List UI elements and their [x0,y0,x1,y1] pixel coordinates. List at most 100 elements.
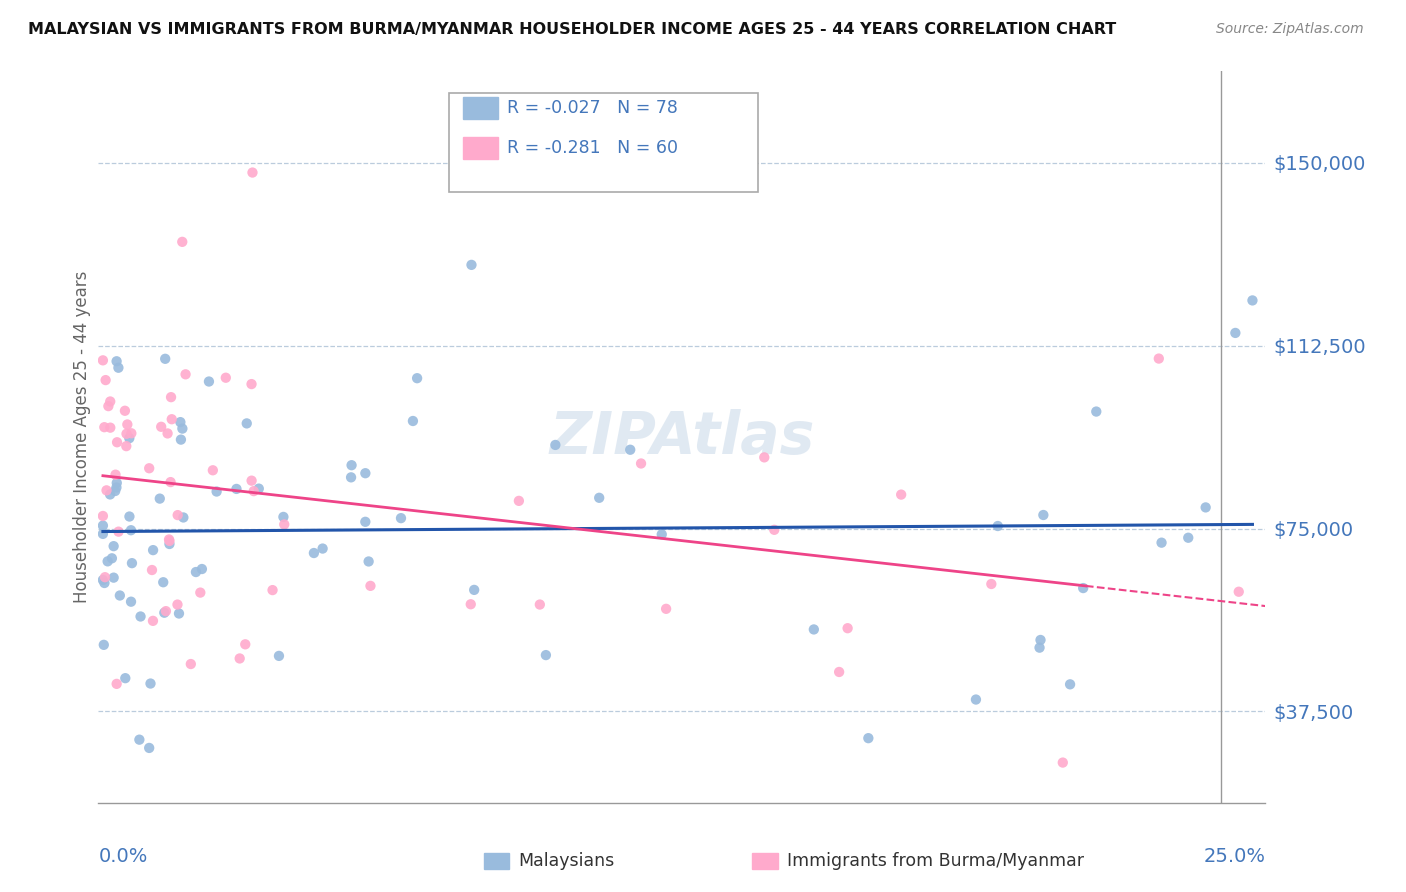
Point [120,523,142,537]
Point [359,579,381,593]
Text: 0.0%: 0.0% [98,847,148,866]
Point [93,576,115,591]
Point [105,354,128,368]
Point [108,589,131,603]
Point [180,657,202,671]
Point [91,518,114,533]
Point [890,487,912,501]
Point [115,439,138,453]
Point [93,420,115,434]
Point [191,562,214,576]
Point [97,399,120,413]
Text: Malaysians: Malaysians [519,852,614,870]
Point [267,648,290,663]
Point [157,533,180,547]
Point [98,394,121,409]
Point [150,419,173,434]
Point [803,623,825,637]
Point [170,433,193,447]
Point [1028,640,1050,655]
Point [153,351,176,366]
Point [242,484,264,499]
Point [103,571,125,585]
Point [354,467,377,481]
Point [1225,326,1247,340]
Point [837,621,859,635]
Text: 25.0%: 25.0% [1204,847,1265,866]
Point [160,390,183,404]
Bar [752,853,778,869]
Point [138,740,160,755]
Point [1071,581,1094,595]
Point [1241,293,1264,308]
Point [142,543,165,558]
Point [98,487,121,501]
Point [215,370,238,384]
Point [159,533,181,548]
Point [141,563,163,577]
Point [763,523,786,537]
Point [120,426,142,441]
Point [205,484,228,499]
Point [980,577,1002,591]
Point [118,509,141,524]
Point [139,676,162,690]
Bar [463,97,498,119]
Point [120,595,142,609]
Point [534,648,557,662]
Point [233,637,256,651]
Point [240,377,263,392]
Point [128,732,150,747]
Point [104,483,127,498]
Point [357,554,380,568]
Point [114,404,136,418]
Point [1085,404,1108,418]
Point [169,415,191,429]
Point [987,519,1010,533]
Text: R = -0.281   N = 60: R = -0.281 N = 60 [508,139,678,157]
Y-axis label: Householder Income Ages 25 - 44 years: Householder Income Ages 25 - 44 years [73,271,91,603]
Point [94,373,117,387]
FancyBboxPatch shape [449,94,758,192]
Point [340,470,363,484]
Point [105,435,128,450]
Text: R = -0.027   N = 78: R = -0.027 N = 78 [508,99,678,117]
Point [235,417,257,431]
Point [105,677,128,691]
Point [201,463,224,477]
Point [965,692,987,706]
Point [1052,756,1074,770]
Point [1227,584,1250,599]
Point [619,442,641,457]
Point [630,457,652,471]
Point [160,412,183,426]
Point [198,375,221,389]
Point [588,491,610,505]
Point [91,573,114,587]
Point [93,638,115,652]
Point [159,475,181,489]
Point [167,607,190,621]
Point [828,665,851,679]
Point [406,371,429,385]
Bar [484,853,509,869]
Point [273,510,295,524]
Point [858,731,880,746]
Point [184,565,207,579]
Point [242,165,264,179]
Point [129,609,152,624]
Point [655,602,678,616]
Point [1059,677,1081,691]
Point [460,258,482,272]
Point [94,570,117,584]
Text: Source: ZipAtlas.com: Source: ZipAtlas.com [1216,22,1364,37]
Point [138,461,160,475]
Point [1032,508,1054,522]
Point [340,458,363,473]
Point [166,598,188,612]
Point [96,483,118,498]
Point [172,235,194,249]
Point [1147,351,1170,366]
Point [754,450,776,465]
Point [104,467,127,482]
